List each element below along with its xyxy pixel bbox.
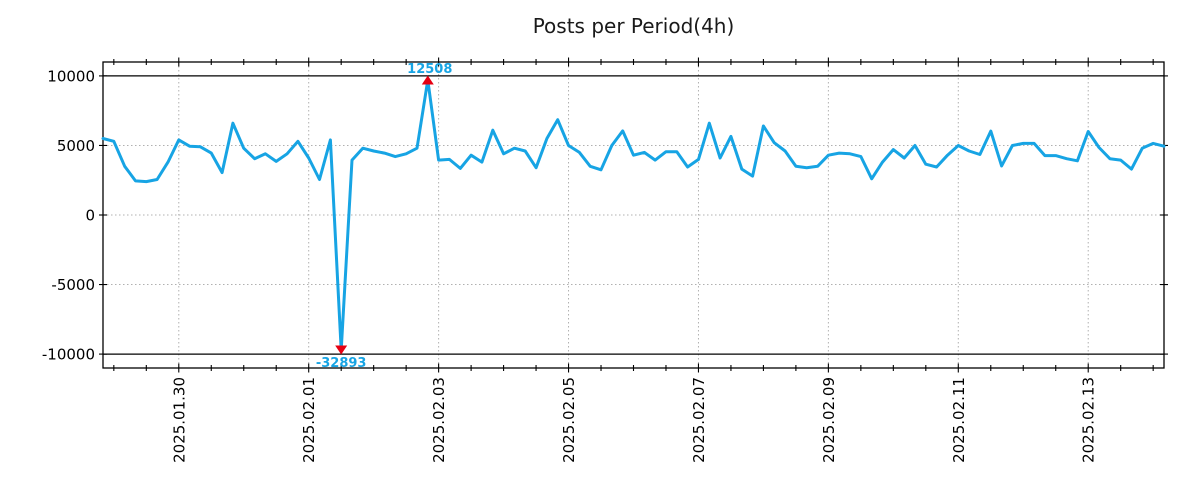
plot-frame — [102, 61, 1165, 369]
max-annotation: 12508 — [407, 62, 452, 77]
y-tick-label: 0 — [85, 207, 95, 225]
x-tick-label: 2025.02.11 — [950, 377, 968, 463]
x-tick-label: 2025.02.07 — [690, 377, 708, 463]
min-marker-icon — [335, 345, 348, 355]
x-tick-label: 2025.02.05 — [560, 377, 578, 463]
y-tick-label: -10000 — [42, 346, 95, 364]
chart-title: Posts per Period(4h) — [532, 14, 735, 38]
y-tick-label: 5000 — [57, 137, 95, 155]
x-tick-label: 2025.02.09 — [820, 377, 838, 463]
y-tick-label: -5000 — [51, 276, 95, 294]
x-tick-label: 2025.02.13 — [1080, 377, 1098, 463]
min-annotation: -32893 — [316, 356, 367, 371]
posts-line-series — [101, 78, 1166, 352]
x-tick-label: 2025.02.01 — [300, 377, 318, 463]
max-marker-icon — [421, 75, 434, 85]
x-tick-label: 2025.01.30 — [170, 377, 188, 463]
y-tick-label: 10000 — [47, 67, 95, 85]
x-tick-label: 2025.02.03 — [430, 377, 448, 463]
